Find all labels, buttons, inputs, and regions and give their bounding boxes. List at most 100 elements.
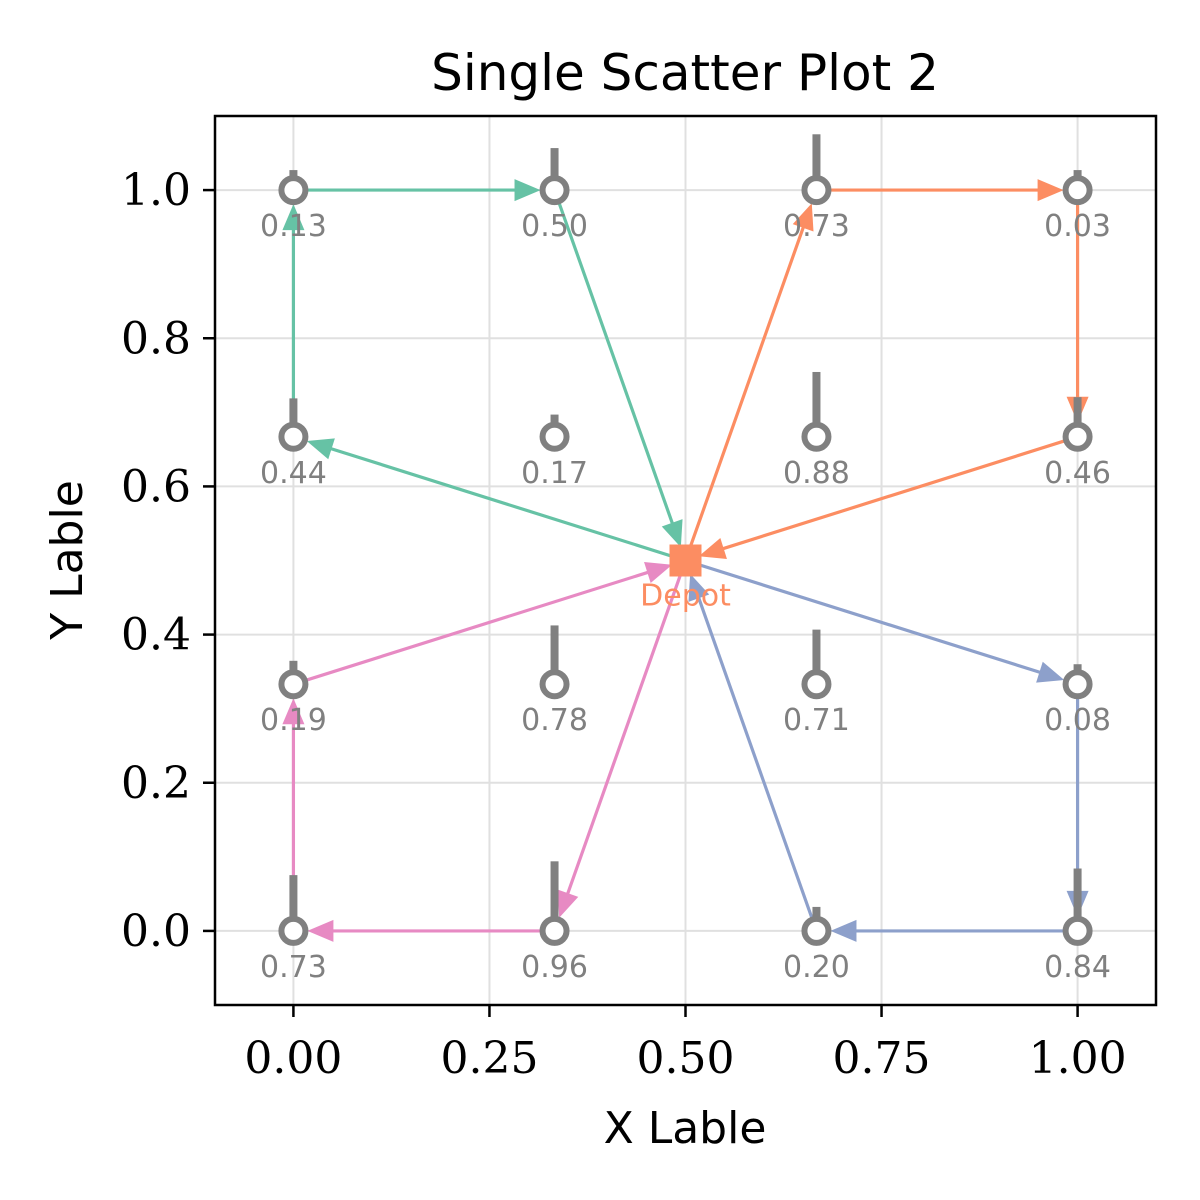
route-segment bbox=[721, 437, 1071, 551]
route-arrow bbox=[824, 179, 1064, 202]
demand-bar bbox=[1073, 664, 1082, 673]
node-marker bbox=[801, 669, 832, 700]
customer-node: 0.19 bbox=[260, 660, 327, 738]
chart-title: Single Scatter Plot 2 bbox=[431, 44, 939, 102]
route-arrowhead bbox=[830, 919, 857, 942]
customer-node: 0.03 bbox=[1044, 170, 1111, 244]
node-marker bbox=[539, 175, 570, 206]
route-arrow bbox=[698, 437, 1071, 559]
x-tick-label: 0.75 bbox=[833, 1033, 931, 1084]
route-arrowhead bbox=[1036, 661, 1065, 683]
customer-node: 0.88 bbox=[783, 371, 850, 491]
nodes: 0.13 0.50 0.73 0.03 0.44 0.17 0.88 0.46 0.19 0.78… bbox=[260, 134, 1111, 985]
route-arrowhead bbox=[307, 919, 334, 942]
node-marker bbox=[539, 915, 570, 946]
demand-bar bbox=[550, 148, 559, 179]
demand-bar bbox=[289, 398, 298, 425]
customer-node: 0.20 bbox=[783, 906, 850, 985]
depot-group: Depot bbox=[640, 544, 731, 614]
demand-bar bbox=[550, 625, 559, 673]
demand-label: 0.73 bbox=[783, 209, 850, 244]
demand-label: 0.19 bbox=[260, 703, 327, 738]
route-arrowhead bbox=[644, 562, 673, 584]
route-arrow bbox=[282, 204, 305, 429]
depot-label: Depot bbox=[640, 579, 731, 614]
demand-label: 0.50 bbox=[521, 209, 588, 244]
route-arrowhead bbox=[792, 203, 814, 232]
route-arrowhead bbox=[514, 179, 541, 202]
y-tick-label: 0.0 bbox=[121, 906, 191, 957]
demand-label: 0.03 bbox=[1044, 209, 1111, 244]
demand-label: 0.78 bbox=[521, 703, 588, 738]
node-marker bbox=[539, 421, 570, 452]
y-tick-label: 0.8 bbox=[121, 313, 191, 364]
x-tick-label: 1.00 bbox=[1029, 1033, 1127, 1084]
node-marker bbox=[1062, 915, 1093, 946]
node-marker bbox=[278, 421, 309, 452]
demand-label: 0.08 bbox=[1044, 703, 1111, 738]
customer-node: 0.46 bbox=[1044, 397, 1111, 491]
demand-bar bbox=[812, 371, 821, 425]
demand-bar bbox=[812, 906, 821, 919]
route-segment bbox=[692, 561, 1042, 675]
customer-node: 0.13 bbox=[260, 170, 327, 244]
y-axis-label: Y Lable bbox=[42, 480, 93, 641]
node-marker bbox=[278, 915, 309, 946]
demand-label: 0.88 bbox=[783, 456, 850, 491]
route-arrow bbox=[692, 561, 1065, 683]
x-axis-label: X Lable bbox=[604, 1103, 767, 1154]
route-arrow bbox=[557, 567, 685, 918]
demand-bar bbox=[550, 414, 559, 425]
x-ticks: 0.00 0.25 0.50 0.75 1.00 bbox=[244, 1005, 1127, 1084]
route-arrowhead bbox=[557, 889, 579, 918]
route-arrowhead bbox=[698, 537, 727, 559]
demand-label: 0.46 bbox=[1044, 456, 1111, 491]
route-arrow bbox=[686, 203, 814, 554]
y-ticks: 0.0 0.2 0.4 0.6 0.8 1.0 bbox=[121, 165, 215, 957]
node-marker bbox=[278, 175, 309, 206]
route-arrow bbox=[306, 438, 679, 560]
customer-node: 0.71 bbox=[783, 629, 850, 738]
y-tick-label: 0.4 bbox=[121, 610, 191, 661]
route-segment bbox=[686, 225, 806, 554]
node-marker bbox=[801, 175, 832, 206]
x-tick-label: 0.50 bbox=[637, 1033, 735, 1084]
route-segment bbox=[300, 570, 650, 684]
route-segment bbox=[696, 595, 816, 924]
route-arrowhead bbox=[661, 519, 683, 548]
node-marker bbox=[1062, 669, 1093, 700]
route-arrow bbox=[688, 573, 816, 924]
routes bbox=[282, 179, 1089, 942]
demand-label: 0.73 bbox=[260, 950, 327, 985]
demand-bar bbox=[550, 861, 559, 919]
depot-marker bbox=[669, 544, 702, 577]
route-arrowhead bbox=[1037, 179, 1064, 202]
demand-bar bbox=[1073, 868, 1082, 919]
customer-node: 0.50 bbox=[521, 148, 588, 244]
demand-bar bbox=[1073, 397, 1082, 425]
demand-bar bbox=[289, 660, 298, 673]
x-tick-label: 0.25 bbox=[440, 1033, 538, 1084]
demand-label: 0.84 bbox=[1044, 950, 1111, 985]
node-marker bbox=[801, 915, 832, 946]
demand-label: 0.20 bbox=[783, 950, 850, 985]
customer-node: 0.08 bbox=[1044, 664, 1111, 738]
route-arrowhead bbox=[282, 204, 305, 231]
route-arrowhead bbox=[282, 698, 305, 725]
route-arrow bbox=[300, 562, 673, 684]
demand-label: 0.13 bbox=[260, 209, 327, 244]
route-arrowhead bbox=[688, 573, 710, 602]
y-tick-label: 0.2 bbox=[121, 758, 191, 809]
y-tick-label: 1.0 bbox=[121, 165, 191, 216]
customer-node: 0.78 bbox=[521, 625, 588, 738]
route-segment bbox=[565, 567, 685, 896]
node-marker bbox=[539, 669, 570, 700]
demand-bar bbox=[289, 875, 298, 919]
route-arrow bbox=[307, 919, 547, 942]
x-tick-label: 0.00 bbox=[244, 1033, 342, 1084]
customer-node: 0.84 bbox=[1044, 868, 1111, 985]
route-arrow bbox=[555, 197, 683, 548]
demand-label: 0.17 bbox=[521, 456, 588, 491]
demand-bar bbox=[289, 170, 298, 179]
